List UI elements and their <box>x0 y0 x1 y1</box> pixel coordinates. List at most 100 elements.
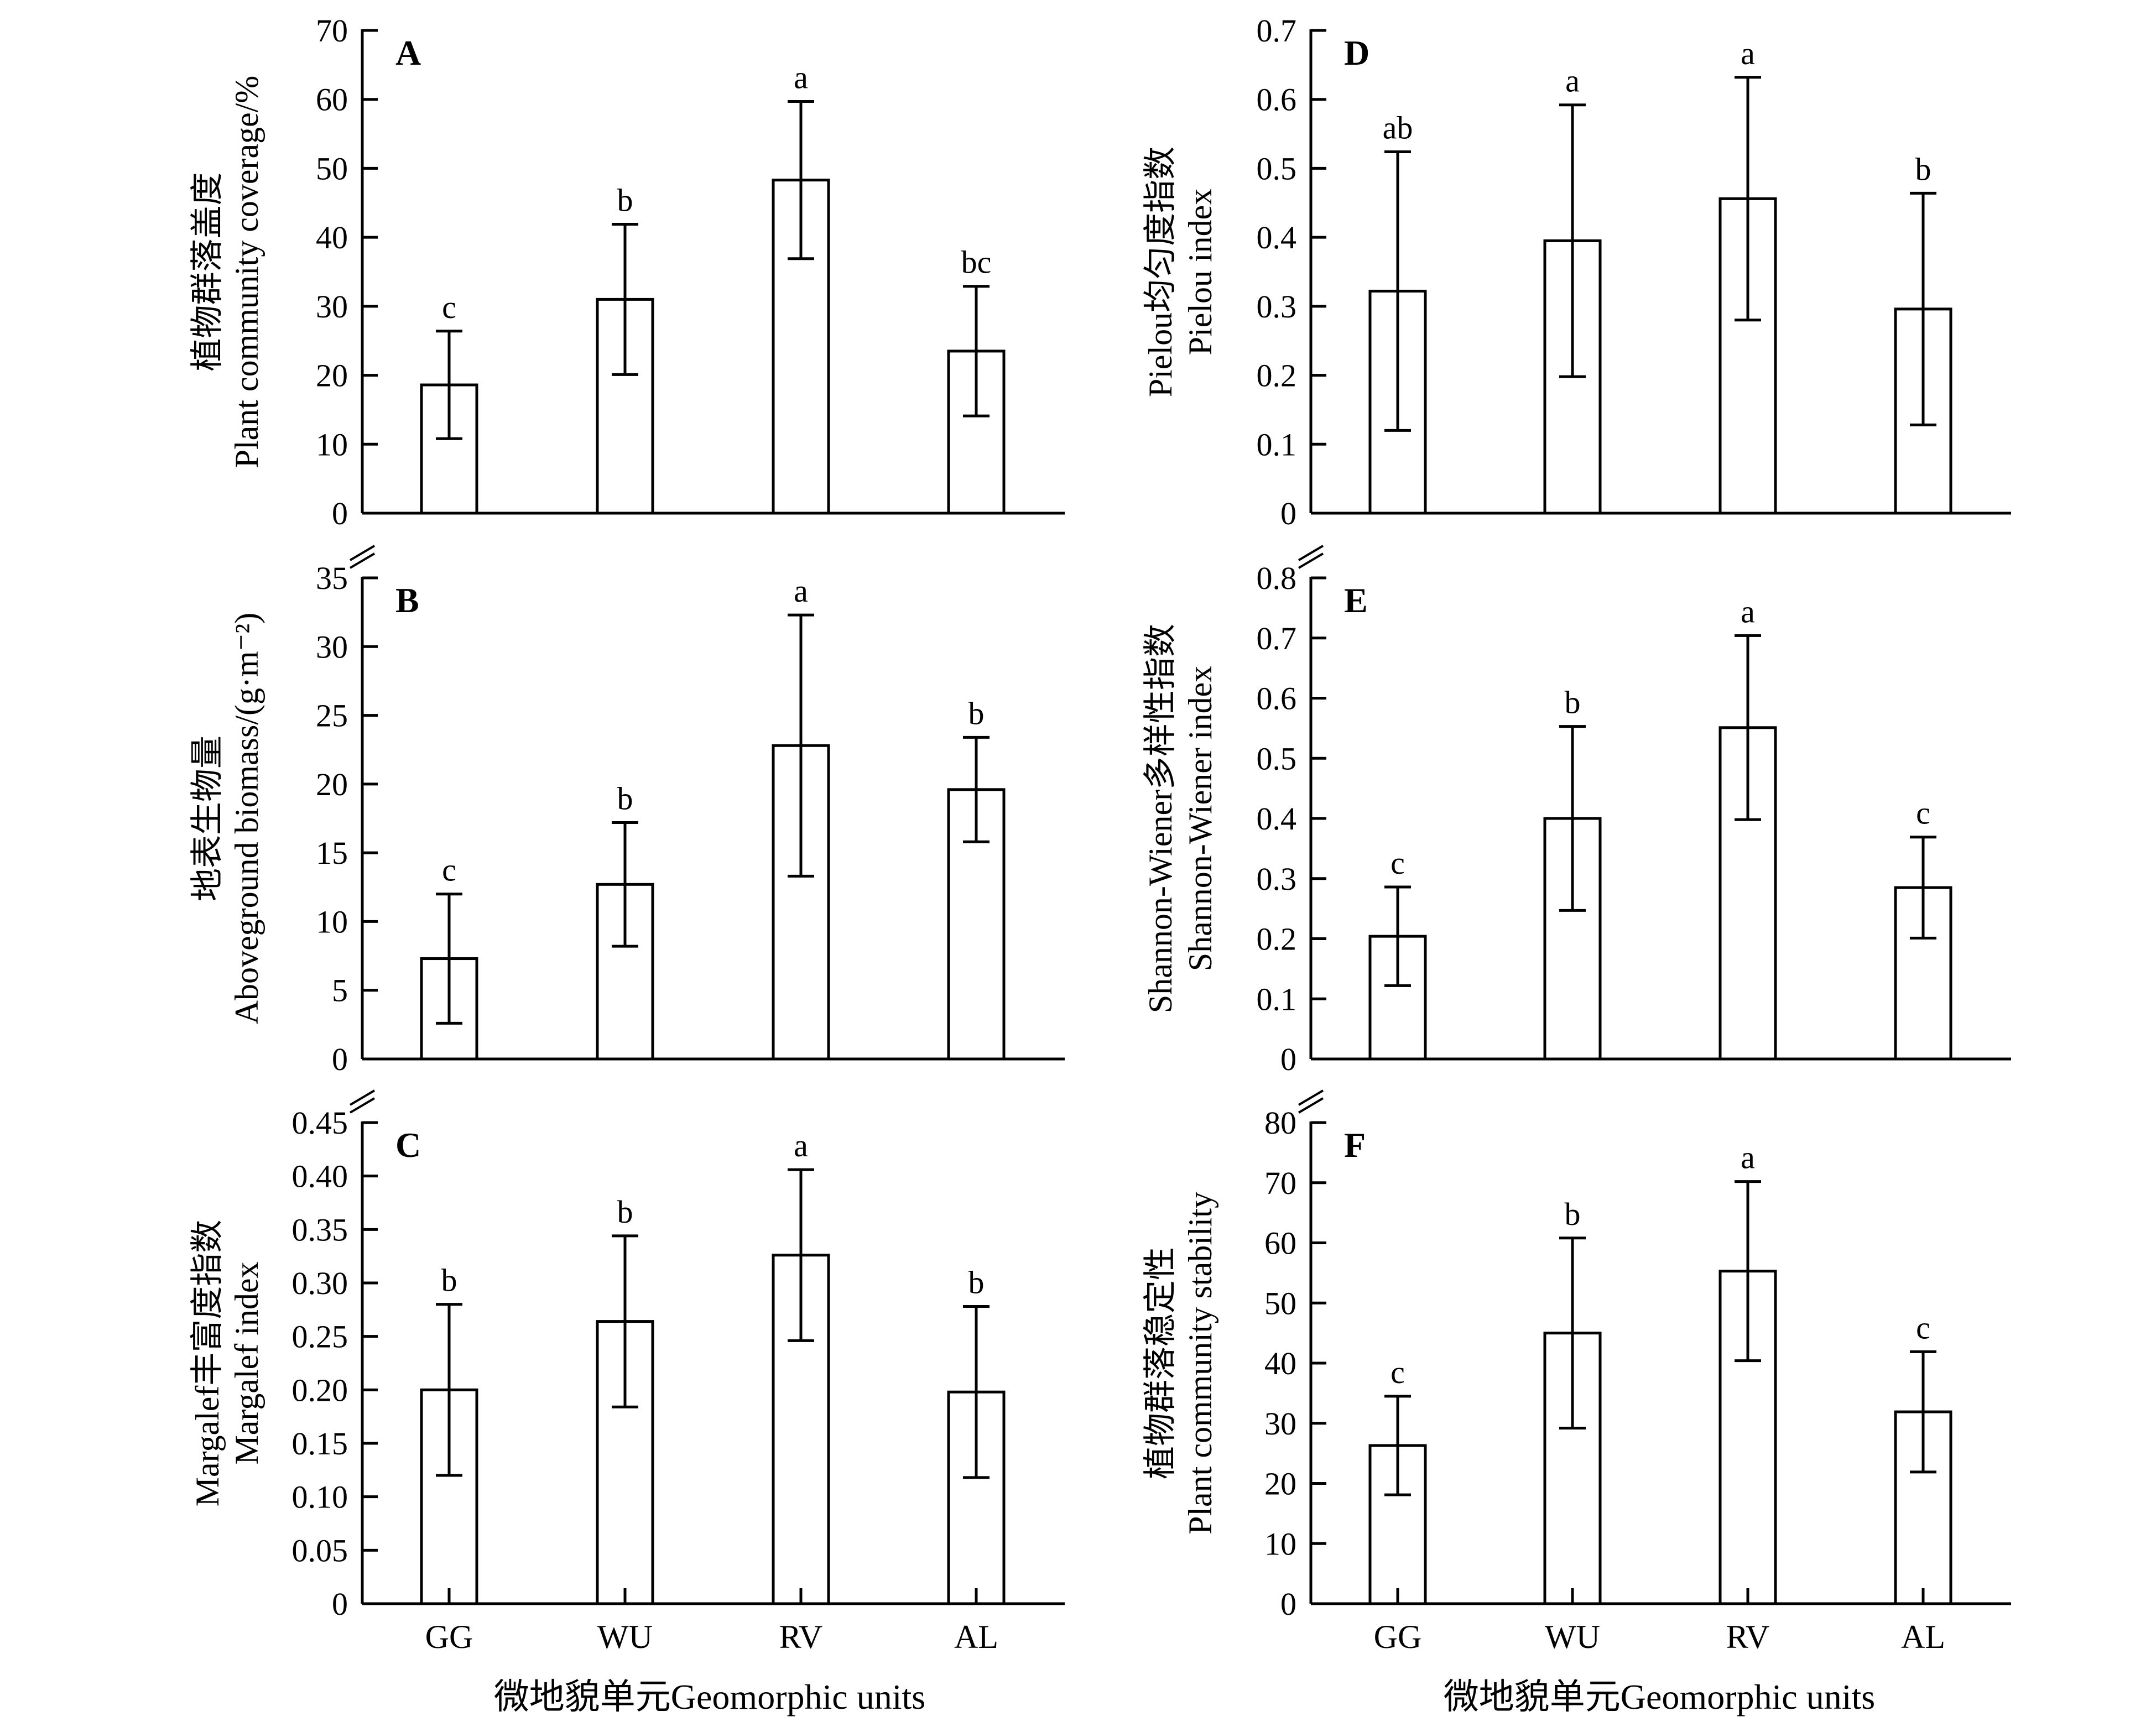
y-tick-label: 0 <box>1280 1586 1296 1622</box>
significance-letter: b <box>968 695 985 731</box>
axis-break-mark <box>1298 1097 1324 1114</box>
y-tick-label: 0.25 <box>292 1319 348 1355</box>
y-tick-label: 0.35 <box>292 1212 348 1248</box>
y-tick-label: 60 <box>1264 1225 1296 1261</box>
panel-letter: E <box>1344 581 1368 620</box>
y-tick-label: 30 <box>316 629 348 665</box>
axis-break-mark <box>349 552 376 569</box>
axis-break-mark <box>1298 1089 1324 1106</box>
y-tick-label: 0.3 <box>1257 861 1297 897</box>
y-tick-label: 0.10 <box>292 1479 348 1515</box>
y-tick-label: 0.30 <box>292 1265 348 1301</box>
significance-letter: a <box>1741 593 1755 629</box>
y-tick-label: 10 <box>316 426 348 462</box>
y-tick-label: 70 <box>316 13 348 49</box>
y-axis-title-cn: Margalef丰富度指数 <box>189 1220 226 1507</box>
y-tick-label: 0.20 <box>292 1372 348 1408</box>
y-tick-label: 15 <box>316 835 348 871</box>
y-axis-title-en: Shannon-Wiener index <box>1182 666 1218 971</box>
significance-letter: c <box>442 852 456 888</box>
y-tick-label: 40 <box>1264 1345 1296 1381</box>
y-tick-label: 0.05 <box>292 1532 348 1568</box>
x-tick-label: WU <box>1545 1619 1600 1655</box>
axis-break-mark <box>1298 552 1324 569</box>
y-tick-label: 0 <box>332 1586 348 1622</box>
y-tick-label: 80 <box>1264 1105 1296 1141</box>
y-tick-label: 0.2 <box>1257 358 1297 394</box>
y-tick-label: 30 <box>316 289 348 325</box>
y-tick-label: 0.5 <box>1257 740 1297 776</box>
y-tick-label: 0.45 <box>292 1105 348 1141</box>
significance-letter: b <box>1565 685 1581 721</box>
panel-d: 0 0.1 0.2 0.3 0.4 0.5 0.6 0.7 D Pielou均匀度指数 Pielou… <box>1142 13 2011 531</box>
panel-b: 0 5 10 15 20 25 30 35 B 地表生物量 Aboveground biomass/… <box>189 545 1065 1077</box>
y-axis-title-en: Margalef index <box>228 1261 265 1464</box>
panel-c: 0 0.05 0.10 0.15 0.20 0.25 0.30 0.35 0.40 0.45 C Ma… <box>189 1089 1065 1655</box>
y-tick-label: 0.40 <box>292 1159 348 1194</box>
bar-rv <box>772 179 830 515</box>
significance-letter: c <box>1916 795 1930 831</box>
y-tick-label: 0 <box>1280 1041 1296 1077</box>
significance-letter: ab <box>1383 109 1413 145</box>
significance-letter: b <box>1565 1196 1581 1232</box>
significance-letter: a <box>1565 63 1580 99</box>
significance-letter: b <box>1915 151 1931 187</box>
y-tick-label: 0.6 <box>1257 82 1297 118</box>
y-tick-label: 5 <box>332 973 348 1009</box>
bar-wu <box>596 298 654 515</box>
panel-letter: F <box>1344 1125 1366 1165</box>
y-axis-title-cn: 地表生物量 <box>189 735 226 901</box>
y-tick-label: 10 <box>1264 1526 1296 1562</box>
significance-letter: bc <box>961 244 992 280</box>
y-axis-title-cn: Shannon-Wiener多样性指数 <box>1142 624 1179 1013</box>
y-axis-title-cn: 植物群落盖度 <box>189 173 226 372</box>
y-tick-label: 70 <box>1264 1165 1296 1201</box>
y-tick-label: 0.7 <box>1257 13 1297 49</box>
significance-letter: b <box>441 1262 457 1298</box>
axis-break-mark <box>349 545 376 561</box>
y-tick-label: 0 <box>1280 495 1296 531</box>
y-tick-label: 0 <box>332 1041 348 1077</box>
bar-wu <box>1543 817 1602 1061</box>
panel-letter: A <box>395 33 421 72</box>
panel-letter: B <box>395 581 419 620</box>
y-tick-label: 30 <box>1264 1406 1296 1442</box>
significance-letter: a <box>794 1128 808 1163</box>
y-tick-label: 0.4 <box>1257 220 1297 255</box>
y-tick-label: 50 <box>1264 1285 1296 1321</box>
y-axis-title-en: Pielou index <box>1182 189 1218 356</box>
significance-letter: a <box>1741 35 1755 71</box>
y-axis-title-en: Plant community stability <box>1182 1192 1218 1535</box>
significance-letter: a <box>1741 1140 1755 1176</box>
significance-letter: a <box>794 573 808 609</box>
y-tick-label: 0.5 <box>1257 150 1297 186</box>
y-tick-label: 0.3 <box>1257 289 1297 325</box>
y-tick-label: 0.8 <box>1257 560 1297 596</box>
y-tick-label: 0.15 <box>292 1426 348 1462</box>
y-tick-label: 50 <box>316 150 348 186</box>
panel-e: 0 0.1 0.2 0.3 0.4 0.5 0.6 0.7 0.8 E Shannon-Wiener… <box>1142 545 2011 1077</box>
panel-f: 0 10 20 30 40 50 60 70 80 F 植物群落稳定性 Plant community… <box>1142 1089 2011 1655</box>
significance-letter: b <box>617 780 633 816</box>
x-tick-label: GG <box>1374 1619 1422 1655</box>
y-tick-label: 25 <box>316 698 348 734</box>
y-tick-label: 35 <box>316 560 348 596</box>
x-axis-title-left: 微地貌单元Geomorphic units <box>494 1677 925 1716</box>
y-tick-label: 0.1 <box>1257 981 1297 1017</box>
significance-letter: a <box>794 59 808 95</box>
axis-break-mark <box>349 1097 376 1114</box>
x-tick-label: WU <box>597 1619 653 1655</box>
significance-letter: b <box>968 1265 985 1301</box>
y-tick-label: 0.4 <box>1257 801 1297 837</box>
x-axis-title-right: 微地貌单元Geomorphic units <box>1444 1677 1875 1716</box>
significance-letter: c <box>1391 845 1405 881</box>
y-tick-label: 20 <box>316 766 348 802</box>
significance-letter: c <box>1391 1354 1405 1390</box>
y-tick-label: 40 <box>316 220 348 255</box>
panel-a: 0 10 20 30 40 50 60 70 A 植物群落盖度 Plant community co… <box>189 13 1065 531</box>
y-tick-label: 0.7 <box>1257 620 1297 656</box>
x-tick-label: GG <box>425 1619 473 1655</box>
y-tick-label: 0 <box>332 495 348 531</box>
x-tick-label: RV <box>779 1619 823 1655</box>
